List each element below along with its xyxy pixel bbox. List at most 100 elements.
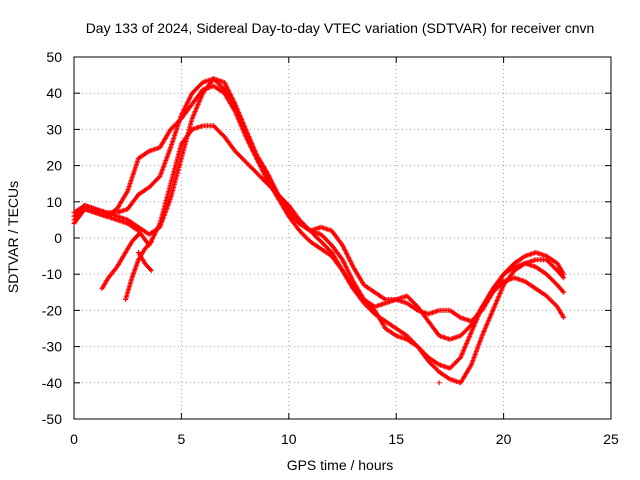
data-sample-marker bbox=[489, 291, 495, 297]
data-sample-marker bbox=[124, 189, 130, 195]
y-tick-label: -10 bbox=[42, 266, 62, 282]
data-sample-marker bbox=[219, 84, 225, 90]
data-sample-marker bbox=[489, 309, 495, 315]
data-sample-marker bbox=[467, 318, 473, 324]
data-sample-marker bbox=[381, 301, 387, 307]
data-sample-marker bbox=[316, 236, 322, 242]
data-sample-marker bbox=[262, 179, 268, 185]
data-sample-marker bbox=[156, 175, 162, 181]
x-axis-label: GPS time / hours bbox=[287, 457, 394, 473]
data-sample-marker bbox=[434, 367, 440, 373]
data-sample-marker bbox=[381, 296, 387, 302]
data-sample-marker bbox=[423, 352, 429, 358]
data-sample-marker bbox=[560, 288, 566, 294]
data-sample-marker bbox=[135, 258, 141, 264]
x-tick-label: 10 bbox=[281, 431, 297, 447]
data-sample-marker bbox=[413, 302, 419, 308]
data-sample-marker bbox=[552, 302, 558, 308]
x-tick-label: 0 bbox=[70, 431, 78, 447]
data-sample-marker bbox=[102, 213, 108, 219]
data-sample-marker bbox=[129, 276, 135, 282]
x-tick-label: 5 bbox=[178, 431, 186, 447]
data-sample-marker bbox=[552, 265, 558, 271]
data-sample-marker bbox=[219, 131, 225, 137]
data-sample-marker bbox=[479, 334, 485, 340]
data-sample-marker bbox=[560, 270, 566, 276]
data-sample-marker bbox=[413, 307, 419, 313]
data-sample-marker bbox=[241, 157, 247, 163]
y-tick-label: 50 bbox=[46, 49, 62, 65]
data-sample-marker bbox=[146, 266, 152, 272]
data-sample-marker bbox=[80, 208, 86, 214]
data-sample-marker bbox=[456, 314, 462, 320]
data-sample-marker bbox=[542, 253, 548, 259]
y-tick-label: 0 bbox=[54, 230, 62, 246]
data-sample-marker bbox=[521, 278, 527, 284]
x-tick-label: 20 bbox=[496, 431, 512, 447]
data-sample-marker bbox=[123, 220, 129, 226]
series-track-b bbox=[71, 76, 567, 371]
y-tick-label: 20 bbox=[46, 158, 62, 174]
data-sample-marker bbox=[305, 236, 311, 242]
data-sample-marker bbox=[466, 324, 472, 330]
y-tick-label: 10 bbox=[46, 194, 62, 210]
data-sample-marker bbox=[455, 357, 461, 363]
data-sample-marker bbox=[370, 309, 376, 315]
data-sample-marker bbox=[403, 300, 409, 306]
chart-title: Day 133 of 2024, Sidereal Day-to-day VTE… bbox=[86, 20, 595, 36]
y-tick-label: 40 bbox=[46, 85, 62, 101]
series-early-segment-3 bbox=[135, 249, 154, 274]
data-sample-marker bbox=[339, 241, 345, 247]
data-sample-marker bbox=[135, 232, 141, 238]
data-sample-marker bbox=[552, 280, 558, 286]
data-sample-marker bbox=[198, 82, 204, 88]
data-sample-marker bbox=[105, 276, 111, 282]
data-points bbox=[71, 76, 567, 386]
data-sample-marker bbox=[339, 266, 345, 272]
data-sample-marker bbox=[468, 363, 474, 369]
data-sample-marker bbox=[327, 240, 333, 246]
data-sample-marker bbox=[167, 197, 173, 203]
y-tick-label: -40 bbox=[42, 375, 62, 391]
data-sample-marker bbox=[509, 263, 515, 269]
data-sample-marker bbox=[273, 189, 279, 195]
y-tick-label: -20 bbox=[42, 302, 62, 318]
data-sample-marker bbox=[560, 313, 566, 319]
data-sample-marker bbox=[339, 256, 345, 262]
data-sample-marker bbox=[305, 226, 311, 232]
data-sample-marker bbox=[559, 287, 565, 293]
data-sample-marker bbox=[113, 216, 119, 222]
data-sample-marker bbox=[284, 200, 290, 206]
data-sample-marker bbox=[178, 113, 184, 119]
data-sample-marker bbox=[242, 125, 248, 131]
data-sample-marker bbox=[167, 182, 173, 188]
data-sample-marker bbox=[178, 142, 184, 148]
data-sample-marker bbox=[145, 149, 151, 155]
data-sample-marker bbox=[155, 176, 161, 182]
series-track-c bbox=[71, 76, 567, 342]
data-sample-marker bbox=[199, 92, 205, 98]
data-sample-marker bbox=[231, 100, 237, 106]
plot-frame bbox=[73, 56, 612, 420]
data-sample-marker bbox=[359, 294, 365, 300]
data-sample-marker bbox=[327, 247, 333, 253]
data-sample-marker bbox=[189, 117, 195, 123]
data-sample-marker bbox=[167, 146, 173, 152]
data-sample-marker bbox=[446, 365, 452, 371]
data-sample-marker bbox=[445, 307, 451, 313]
data-sample-marker bbox=[156, 222, 162, 228]
y-tick-label: -50 bbox=[42, 411, 62, 427]
data-sample-marker bbox=[251, 168, 257, 174]
data-sample-marker bbox=[435, 361, 441, 367]
data-sample-marker bbox=[134, 233, 140, 239]
y-tick-label: 30 bbox=[46, 121, 62, 137]
data-sample-marker bbox=[147, 240, 153, 246]
data-sample-marker bbox=[350, 263, 356, 269]
data-sample-marker bbox=[113, 265, 119, 271]
series-early-segment-2 bbox=[123, 239, 154, 303]
data-sample-marker bbox=[178, 157, 184, 163]
x-tick-label: 15 bbox=[388, 431, 404, 447]
data-sample-marker bbox=[209, 123, 215, 129]
series-stray-point bbox=[436, 380, 442, 386]
